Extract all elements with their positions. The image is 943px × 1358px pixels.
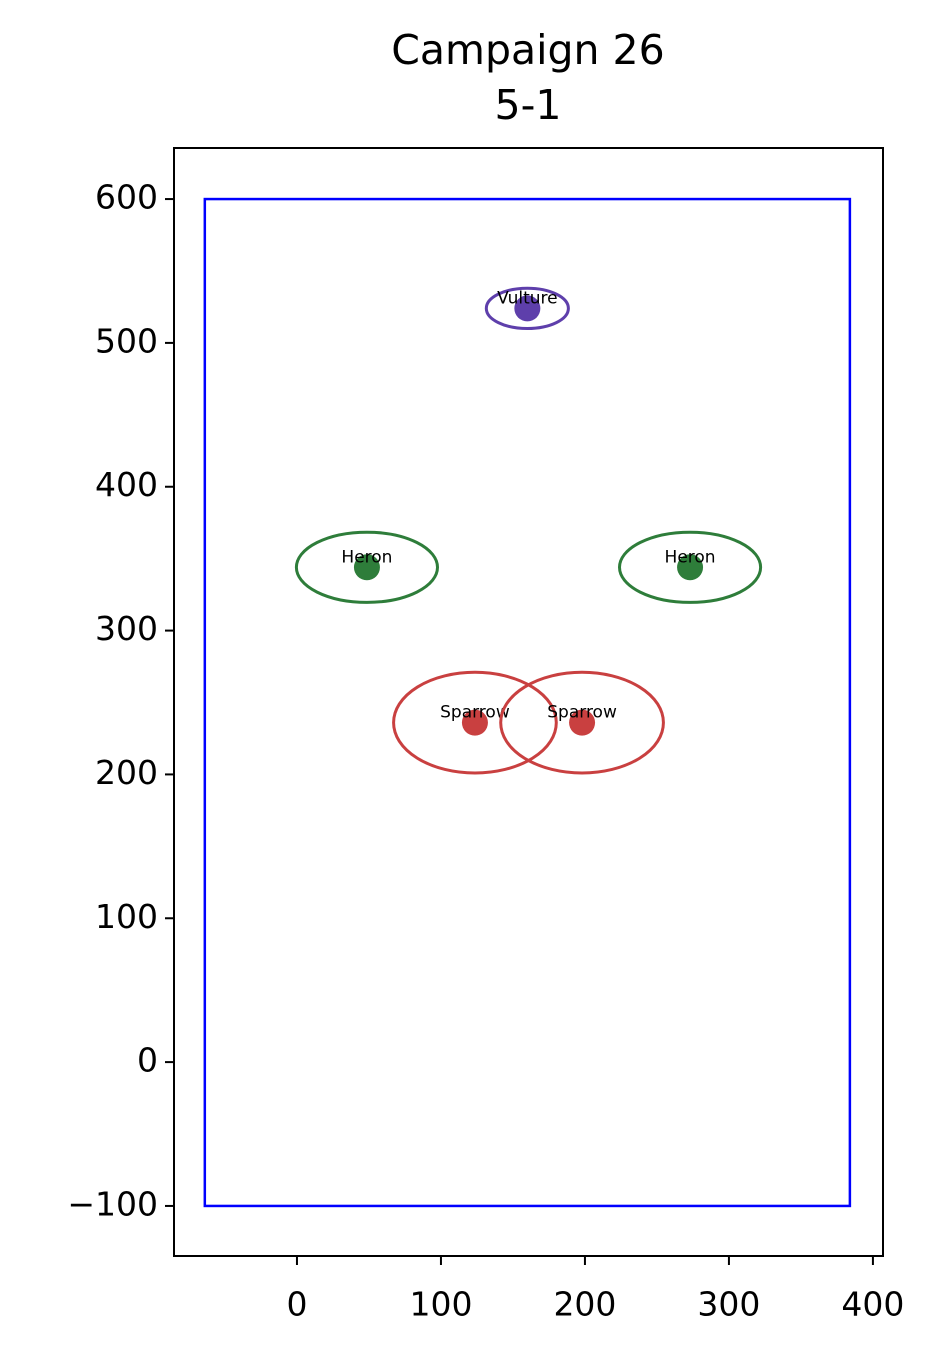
- chart-subtitle: 5-1: [495, 81, 562, 129]
- unit-label: Sparrow: [547, 703, 617, 723]
- range-ellipse: [618, 530, 763, 604]
- plot-frame: [173, 147, 884, 1257]
- boundary: [203, 197, 852, 1208]
- range-ellipse: [499, 670, 665, 775]
- range-ellipse: [294, 530, 439, 604]
- x-tick-label: 0: [286, 1285, 307, 1324]
- unit-point: [514, 295, 541, 322]
- range-ellipse: [484, 286, 570, 331]
- unit-label: Sparrow: [440, 703, 510, 723]
- unit-label: Vulture: [497, 288, 558, 308]
- unit-point: [569, 709, 596, 736]
- y-tick-label: 600: [95, 178, 158, 217]
- x-tick-label: 300: [697, 1285, 760, 1324]
- y-tick-label: −100: [67, 1184, 158, 1223]
- y-tick-label: 100: [95, 897, 158, 936]
- y-tick-label: 500: [95, 321, 158, 360]
- y-tick-label: 400: [95, 465, 158, 504]
- x-tick-label: 200: [553, 1285, 616, 1324]
- unit-point: [461, 709, 488, 736]
- x-tick-label: 100: [409, 1285, 472, 1324]
- unit-label: Heron: [341, 547, 392, 567]
- x-tick-label: 400: [841, 1285, 904, 1324]
- unit-point: [353, 554, 380, 581]
- y-tick-label: 0: [137, 1041, 158, 1080]
- unit-point: [677, 554, 704, 581]
- y-tick-label: 300: [95, 609, 158, 648]
- y-tick-label: 200: [95, 753, 158, 792]
- unit-label: Heron: [665, 547, 716, 567]
- range-ellipse: [392, 670, 558, 775]
- chart-title: Campaign 26: [391, 26, 664, 74]
